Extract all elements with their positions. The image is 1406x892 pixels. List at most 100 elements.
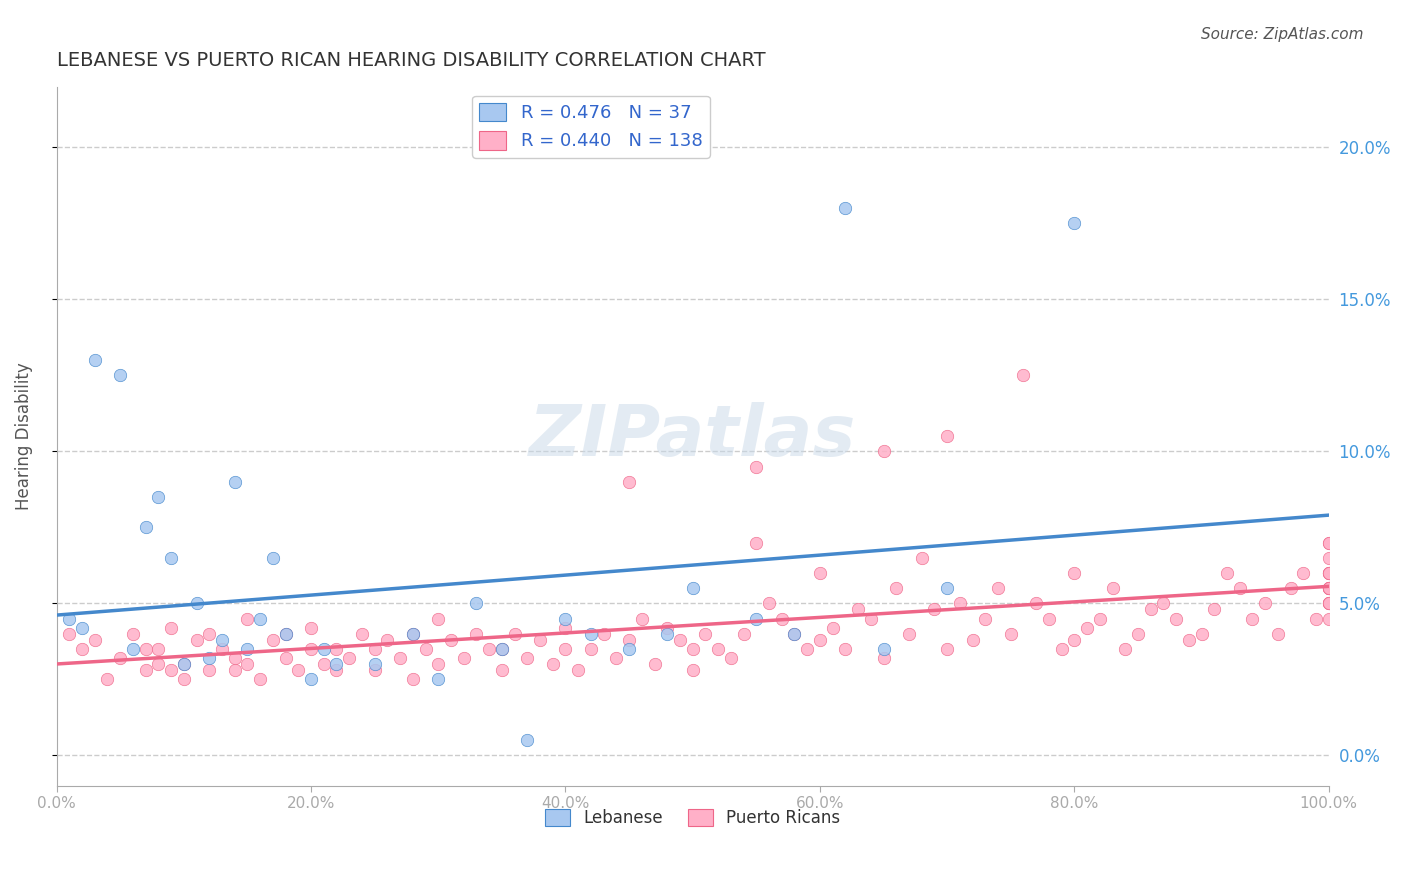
Point [70, 621, 93, 635]
Point [695, 627, 717, 641]
Point [160, 663, 183, 677]
Text: ZIPatlas: ZIPatlas [529, 401, 856, 471]
Point [389, 651, 412, 665]
Point [1317, 535, 1340, 549]
Point [198, 651, 221, 665]
Point [1317, 581, 1340, 595]
Point [669, 632, 692, 647]
Point [617, 632, 640, 647]
Point [733, 627, 755, 641]
Point [503, 627, 526, 641]
Point [808, 566, 831, 580]
Point [872, 444, 894, 458]
Point [846, 602, 869, 616]
Point [783, 627, 806, 641]
Point [236, 642, 259, 657]
Point [262, 632, 284, 647]
Point [1191, 627, 1213, 641]
Point [1317, 566, 1340, 580]
Point [1317, 581, 1340, 595]
Point [58, 611, 80, 625]
Point [541, 657, 564, 672]
Point [745, 459, 768, 474]
Point [70, 642, 93, 657]
Point [148, 657, 170, 672]
Point [1063, 566, 1085, 580]
Point [148, 642, 170, 657]
Point [427, 673, 450, 687]
Point [491, 642, 513, 657]
Point [453, 651, 475, 665]
Point [657, 621, 679, 635]
Point [1317, 535, 1340, 549]
Point [1317, 611, 1340, 625]
Point [884, 581, 907, 595]
Point [770, 611, 793, 625]
Point [1267, 627, 1289, 641]
Point [440, 632, 463, 647]
Point [1063, 216, 1085, 230]
Point [224, 651, 246, 665]
Point [249, 611, 271, 625]
Point [427, 657, 450, 672]
Point [135, 642, 157, 657]
Point [173, 657, 195, 672]
Point [949, 596, 972, 610]
Point [682, 581, 704, 595]
Point [1317, 566, 1340, 580]
Y-axis label: Hearing Disability: Hearing Disability [15, 362, 32, 510]
Text: LEBANESE VS PUERTO RICAN HEARING DISABILITY CORRELATION CHART: LEBANESE VS PUERTO RICAN HEARING DISABIL… [56, 51, 765, 70]
Point [427, 611, 450, 625]
Point [924, 602, 946, 616]
Point [1063, 632, 1085, 647]
Point [274, 651, 297, 665]
Point [1038, 611, 1060, 625]
Point [911, 550, 934, 565]
Point [1279, 581, 1302, 595]
Point [274, 627, 297, 641]
Point [337, 651, 360, 665]
Point [173, 657, 195, 672]
Point [707, 642, 730, 657]
Point [745, 535, 768, 549]
Point [936, 429, 959, 443]
Point [224, 475, 246, 489]
Point [211, 632, 233, 647]
Point [465, 627, 488, 641]
Legend: Lebanese, Puerto Ricans: Lebanese, Puerto Ricans [538, 802, 846, 833]
Point [859, 611, 882, 625]
Point [834, 201, 856, 215]
Point [122, 642, 145, 657]
Point [1139, 602, 1161, 616]
Point [363, 642, 385, 657]
Point [529, 632, 551, 647]
Point [198, 627, 221, 641]
Point [516, 651, 538, 665]
Point [287, 663, 309, 677]
Point [974, 611, 997, 625]
Point [110, 368, 132, 383]
Point [415, 642, 437, 657]
Point [758, 596, 780, 610]
Point [1305, 611, 1327, 625]
Point [58, 627, 80, 641]
Point [554, 642, 576, 657]
Point [1317, 581, 1340, 595]
Point [592, 627, 614, 641]
Point [1317, 550, 1340, 565]
Point [363, 657, 385, 672]
Point [236, 657, 259, 672]
Point [720, 651, 742, 665]
Point [554, 621, 576, 635]
Point [1317, 581, 1340, 595]
Point [1050, 642, 1073, 657]
Point [796, 642, 818, 657]
Point [236, 611, 259, 625]
Point [1317, 581, 1340, 595]
Point [325, 663, 347, 677]
Point [1204, 602, 1226, 616]
Point [491, 642, 513, 657]
Point [745, 611, 768, 625]
Point [96, 673, 118, 687]
Point [478, 642, 501, 657]
